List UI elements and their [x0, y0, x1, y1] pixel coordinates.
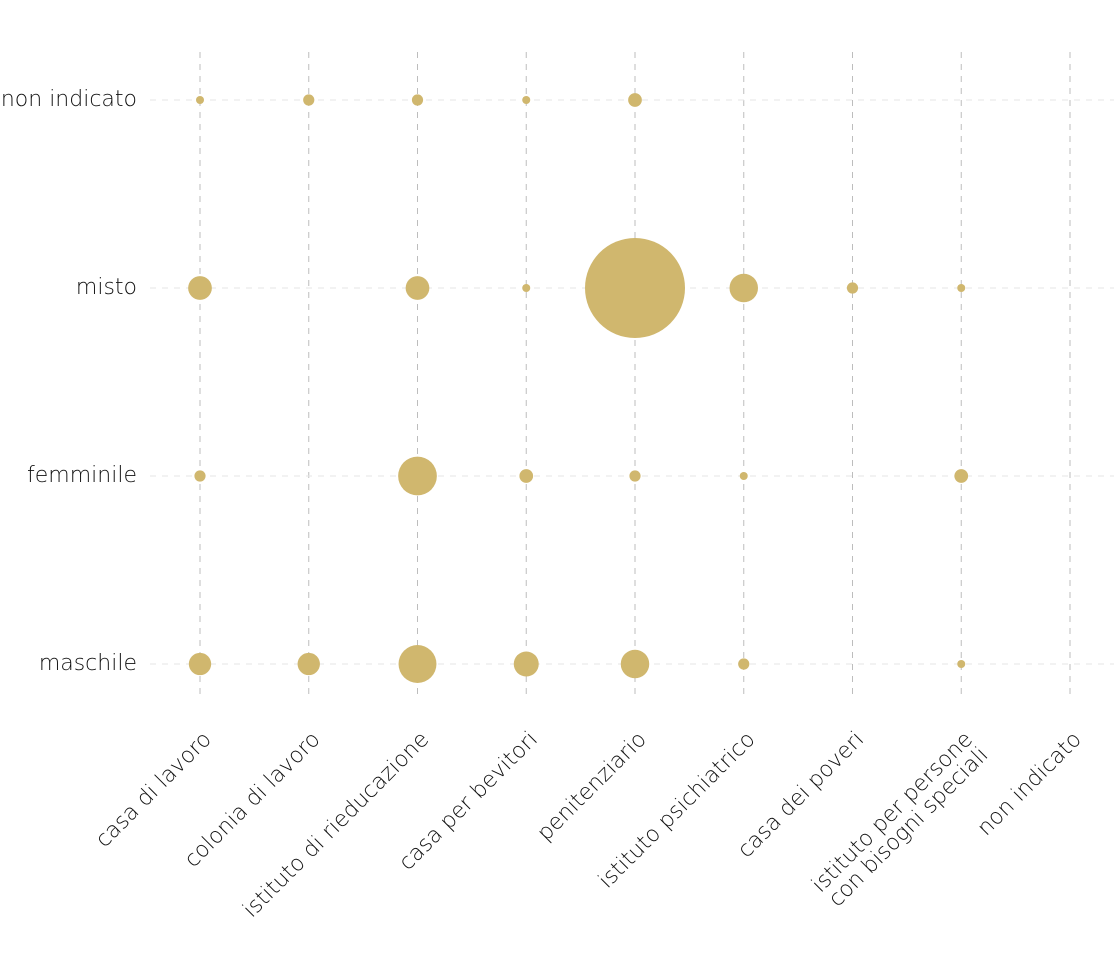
bubble-casa-di-lavoro-femminile [194, 470, 206, 482]
bubble-casa-dei-poveri-misto [846, 282, 859, 294]
bubble-casa-di-lavoro-non-indicato [196, 96, 204, 104]
bubble-casa-per-bevitori-non-indicato [522, 96, 531, 104]
bubble-istituto-per-persone-con-bisogni-speciali-maschile [957, 660, 966, 668]
bubble-istituto-di-rieducazione-misto [405, 276, 430, 300]
bubble-casa-di-lavoro-misto [188, 276, 212, 300]
x-tick-label-istituto-di-rieducazione: istituto di rieducazione [238, 727, 434, 923]
bubble-istituto-per-persone-con-bisogni-speciali-misto [957, 284, 966, 292]
x-tick-label-casa-di-lavoro: casa di lavoro [91, 727, 217, 853]
y-tick-label-misto: misto [76, 275, 137, 300]
bubble-casa-per-bevitori-femminile [519, 469, 534, 483]
x-tick-label-penitenziario: penitenziario [533, 727, 652, 846]
bubble-istituto-per-persone-con-bisogni-speciali-femminile [954, 469, 969, 483]
bubble-istituto-psichiatrico-femminile [739, 472, 748, 480]
bubble-colonia-di-lavoro-non-indicato [303, 94, 315, 106]
horizontal-gridlines [150, 99, 1114, 665]
y-tick-label-femminile: femminile [27, 463, 137, 488]
y-tick-label-non-indicato: non indicato [1, 87, 137, 112]
bubble-istituto-di-rieducazione-maschile [398, 645, 437, 683]
bubble-istituto-di-rieducazione-non-indicato [411, 94, 424, 106]
bubbles [188, 93, 969, 683]
bubble-penitenziario-femminile [629, 470, 641, 482]
bubble-istituto-di-rieducazione-femminile [398, 456, 437, 496]
bubble-casa-per-bevitori-maschile [513, 651, 539, 677]
x-tick-label-non-indicato: non indicato [973, 727, 1087, 841]
bubble-istituto-psichiatrico-misto [729, 273, 758, 303]
vertical-gridlines [199, 52, 1071, 700]
bubble-penitenziario-non-indicato [628, 93, 642, 107]
bubble-casa-per-bevitori-misto [522, 284, 531, 292]
bubble-casa-di-lavoro-maschile [188, 652, 212, 676]
y-axis-tick-labels: non indicato misto femminile maschile [1, 87, 137, 676]
bubble-penitenziario-maschile [620, 649, 650, 679]
bubble-colonia-di-lavoro-maschile [297, 652, 320, 676]
bubble-penitenziario-misto [585, 238, 685, 338]
bubble-istituto-psichiatrico-maschile [738, 658, 750, 670]
y-tick-label-maschile: maschile [39, 651, 137, 676]
